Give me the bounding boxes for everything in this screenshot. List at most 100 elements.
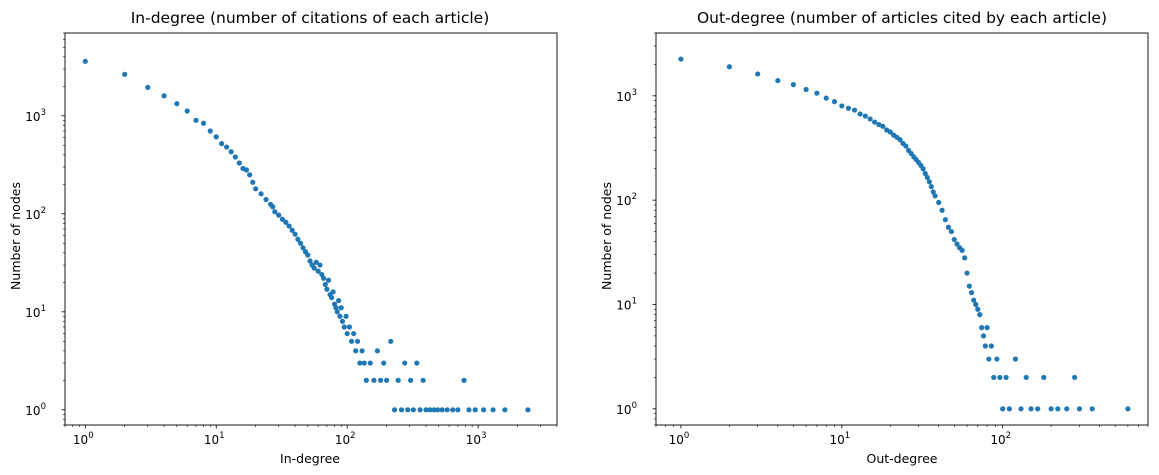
data-point	[250, 179, 256, 185]
data-point	[964, 270, 970, 276]
data-point	[973, 301, 979, 308]
data-point	[334, 309, 340, 315]
data-point	[270, 204, 276, 210]
data-point	[405, 407, 411, 413]
data-point	[363, 377, 369, 383]
y-tick-label: 103	[616, 88, 637, 104]
out-degree-y-axis-label: Number of nodes	[599, 182, 614, 290]
data-point	[968, 290, 975, 296]
data-point	[200, 120, 207, 126]
data-point	[300, 245, 306, 251]
data-point	[872, 119, 878, 125]
data-point	[1028, 406, 1034, 412]
x-tick-label: 103	[466, 431, 487, 447]
data-point	[939, 207, 945, 213]
data-point	[1000, 406, 1006, 412]
data-point	[450, 407, 456, 413]
data-point	[954, 241, 960, 247]
data-point	[344, 330, 350, 337]
data-point	[897, 137, 903, 143]
in-degree-panel: In-degree (number of citations of each a…	[8, 9, 558, 466]
data-point	[991, 374, 997, 381]
out-degree-panel: Out-degree (number of articles cited by …	[599, 9, 1149, 466]
x-tick-label: 100	[669, 431, 690, 447]
data-point	[1012, 356, 1019, 362]
x-tick-label: 102	[335, 431, 356, 447]
data-point	[371, 377, 377, 383]
data-point	[980, 333, 987, 339]
data-point	[977, 312, 983, 318]
in-degree-chart-title: In-degree (number of citations of each a…	[131, 9, 490, 27]
data-point	[236, 160, 242, 166]
data-point	[466, 407, 472, 413]
data-point	[502, 407, 508, 413]
data-point	[814, 90, 820, 96]
data-point	[790, 82, 796, 88]
data-point	[994, 356, 1000, 362]
data-point	[384, 377, 390, 383]
data-point	[408, 377, 414, 383]
data-point	[678, 56, 684, 62]
data-point	[324, 286, 330, 292]
data-point	[966, 283, 972, 289]
data-point	[381, 360, 387, 366]
data-point	[982, 343, 988, 349]
data-point	[348, 338, 355, 344]
data-point	[461, 377, 467, 383]
data-point	[351, 330, 357, 337]
data-point	[374, 348, 380, 354]
data-point	[439, 407, 445, 413]
data-point	[427, 407, 433, 413]
data-point	[880, 123, 886, 129]
data-point	[936, 199, 942, 206]
data-point	[361, 360, 367, 366]
data-point	[490, 407, 496, 413]
y-tick-label: 100	[25, 402, 46, 418]
data-point	[213, 134, 219, 140]
data-point	[986, 356, 992, 362]
data-point	[283, 219, 289, 225]
data-point	[948, 228, 955, 235]
data-point	[388, 338, 394, 344]
in-degree-y-axis-label: Number of nodes	[8, 182, 23, 290]
data-point	[320, 275, 327, 281]
data-point	[887, 129, 893, 135]
out-degree-plot-frame	[655, 32, 1149, 426]
data-point	[726, 64, 732, 70]
y-tick-label: 101	[616, 296, 637, 312]
data-point	[224, 144, 230, 150]
y-tick-label: 101	[25, 304, 46, 320]
data-point	[311, 265, 317, 271]
data-point	[307, 258, 313, 264]
data-point	[862, 113, 868, 119]
data-point	[295, 236, 301, 242]
in-degree-x-axis-label: In-degree	[280, 451, 340, 466]
data-point	[184, 108, 190, 114]
data-point	[330, 289, 336, 295]
data-point	[1023, 374, 1029, 381]
data-point	[1006, 406, 1012, 412]
in-degree-minor-ticks	[63, 32, 558, 427]
data-point	[82, 58, 88, 64]
data-point	[232, 154, 238, 160]
data-point	[328, 294, 335, 301]
data-point	[420, 377, 426, 383]
data-point	[263, 196, 269, 203]
data-point	[305, 252, 311, 258]
data-point	[292, 231, 298, 237]
data-point	[315, 268, 321, 274]
data-point	[322, 281, 328, 288]
x-tick-label: 101	[829, 431, 850, 447]
data-point	[975, 306, 981, 312]
data-point	[247, 172, 253, 178]
data-point	[1035, 406, 1041, 412]
data-point	[803, 86, 809, 93]
data-point	[979, 325, 985, 331]
data-point	[932, 193, 938, 199]
data-point	[945, 224, 952, 230]
data-point	[243, 167, 250, 173]
data-point	[122, 71, 128, 77]
out-degree-points	[678, 56, 1131, 412]
data-point	[410, 407, 416, 413]
data-point	[851, 107, 858, 113]
